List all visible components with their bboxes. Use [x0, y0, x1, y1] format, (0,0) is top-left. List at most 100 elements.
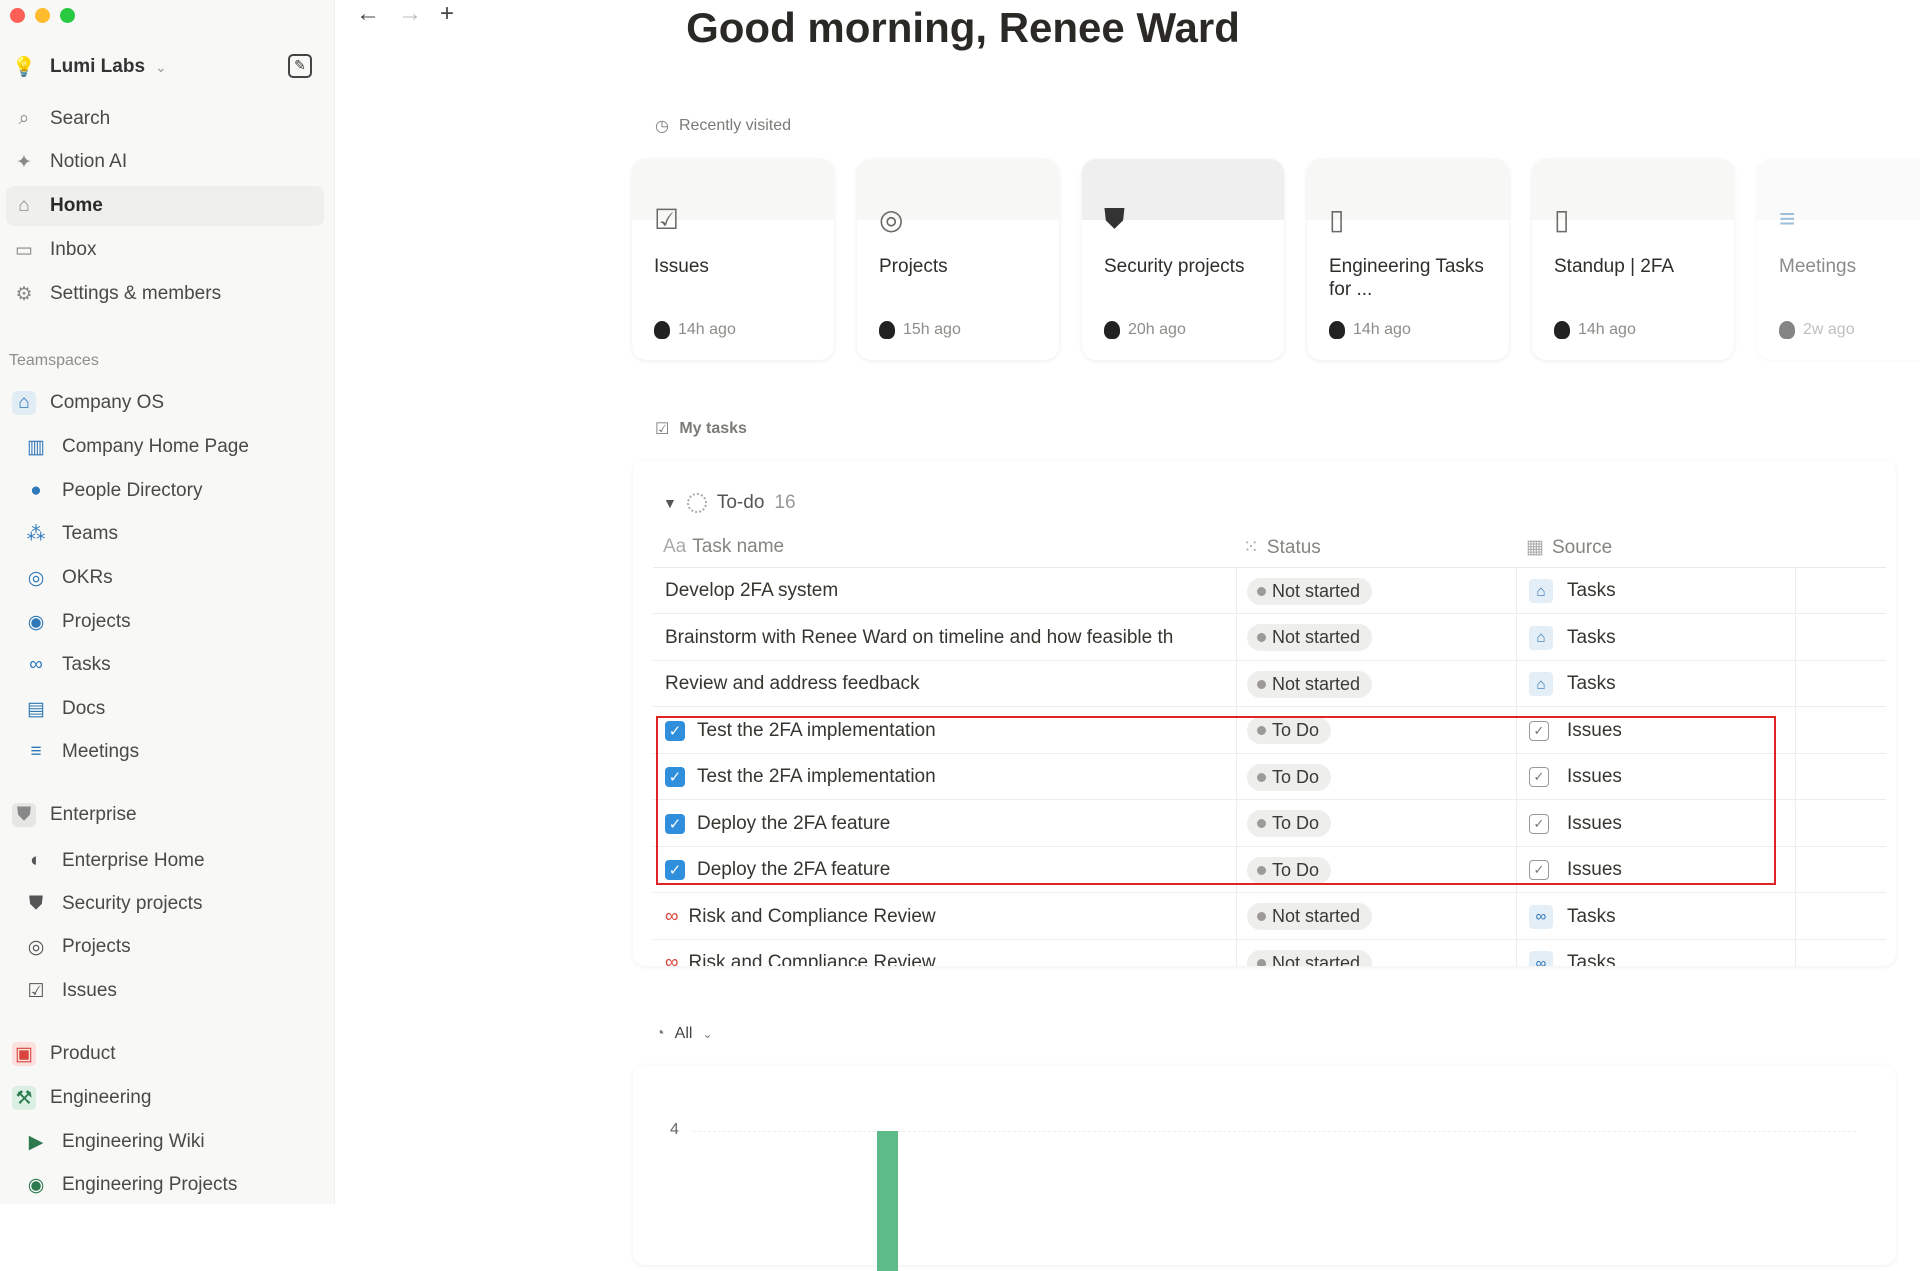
page-title: Good morning, Renee Ward — [686, 4, 1240, 51]
sidebar-item-company-home-page[interactable]: ▥ Company Home Page — [6, 427, 324, 467]
table-row[interactable]: Brainstorm with Renee Ward on timeline a… — [653, 614, 1886, 661]
card-title: Projects — [879, 256, 948, 277]
table-row[interactable]: ✓ Test the 2FA implementation To Do ✓ Issues — [653, 707, 1886, 754]
sidebar-item-engineering-wiki[interactable]: ▶ Engineering Wiki — [6, 1122, 324, 1162]
projects-icon: ◉ — [27, 611, 45, 633]
status-dot-icon — [1257, 772, 1266, 782]
task-name-cell[interactable]: Review and address feedback — [665, 673, 920, 694]
sidebar-item-engineering[interactable]: ⚒ Engineering — [6, 1078, 324, 1118]
task-name-cell[interactable]: ∞ Risk and Compliance Review — [665, 940, 1233, 966]
clipboard-icon: ▣ — [12, 1042, 36, 1066]
sidebar-item-enterprise[interactable]: ⛊ Enterprise — [6, 795, 324, 835]
status-cell[interactable]: To Do — [1236, 754, 1516, 800]
back-arrow-icon[interactable]: ← — [356, 0, 380, 27]
table-row[interactable]: ✓ Deploy the 2FA feature To Do ✓ Issues — [653, 800, 1886, 847]
status-cell[interactable]: To Do — [1236, 707, 1516, 754]
sidebar-item-people-directory[interactable]: ● People Directory — [6, 471, 324, 511]
checkbox-checked-icon[interactable]: ✓ — [665, 767, 685, 787]
sidebar-item-projects[interactable]: ◉ Projects — [6, 602, 324, 642]
task-name-cell[interactable]: ∞ Risk and Compliance Review — [665, 905, 936, 927]
source-cell[interactable]: ∞ Tasks — [1516, 893, 1796, 940]
status-cell[interactable]: Not started — [1236, 614, 1516, 661]
sidebar-item-company-os[interactable]: ⌂ Company OS — [6, 383, 324, 423]
table-row[interactable]: Review and address feedback Not started ⌂ T… — [653, 661, 1886, 707]
status-circle-icon — [686, 493, 707, 513]
maximize-window-button[interactable] — [60, 8, 75, 23]
source-cell[interactable]: ✓ Issues — [1516, 847, 1796, 893]
recent-card[interactable]: ▯ Standup | 2FA 14h ago — [1532, 159, 1734, 360]
close-window-button[interactable] — [10, 8, 25, 23]
house-icon: ⌂ — [1529, 579, 1553, 603]
sidebar-item-okrs[interactable]: ◎ OKRs — [6, 558, 324, 598]
sidebar-item-product[interactable]: ▣ Product — [6, 1034, 324, 1074]
sidebar-item-enterprise-home[interactable]: ◐ Enterprise Home — [6, 841, 324, 881]
status-cell[interactable]: Not started — [1236, 661, 1516, 707]
people-icon: ⁂ — [26, 523, 46, 545]
status-cell[interactable]: Not started — [1236, 568, 1516, 614]
source-cell[interactable]: ✓ Issues — [1516, 800, 1796, 847]
sidebar-item-settings-members[interactable]: ⚙ Settings & members — [6, 274, 324, 314]
table-header: Aa Task name ⁙ Status ▦ Source — [653, 526, 1886, 568]
clock-icon: ◷ — [655, 118, 669, 135]
task-name-cell[interactable]: ✓ Test the 2FA implementation — [665, 708, 1233, 754]
source-cell[interactable]: ✓ Issues — [1516, 707, 1796, 754]
sidebar-item-engineering-projects[interactable]: ◉ Engineering Projects — [6, 1165, 324, 1205]
table-row[interactable]: ✓ Deploy the 2FA feature To Do ✓ Issues — [653, 847, 1886, 893]
checkbox-icon: ☑ — [655, 421, 670, 438]
sidebar-item-meetings[interactable]: ≡ Meetings — [6, 732, 324, 772]
status-cell[interactable]: Not started — [1236, 940, 1516, 966]
sidebar-item-teams[interactable]: ⁂ Teams — [6, 514, 324, 554]
source-cell[interactable]: ∞ Tasks — [1516, 940, 1796, 966]
source-cell[interactable]: ⌂ Tasks — [1516, 568, 1796, 614]
new-tab-plus-icon[interactable]: + — [440, 0, 455, 27]
sidebar-item-search[interactable]: ⌕ Search — [6, 99, 324, 139]
task-name-cell[interactable]: ✓ Test the 2FA implementation — [665, 754, 1233, 800]
column-task-name[interactable]: Aa Task name — [663, 536, 785, 557]
minimize-window-button[interactable] — [35, 8, 50, 23]
table-row[interactable]: ∞ Risk and Compliance Review Not started ∞ T… — [653, 893, 1886, 940]
recent-card[interactable]: ◎ Projects 15h ago — [857, 159, 1059, 360]
sidebar-item-projects[interactable]: ◎ Projects — [6, 927, 324, 967]
sidebar-item-inbox[interactable]: ▭ Inbox — [6, 230, 324, 270]
table-row[interactable]: Develop 2FA system Not started ⌂ Tasks — [653, 568, 1886, 614]
table-row[interactable]: ∞ Risk and Compliance Review Not started ∞ T… — [653, 940, 1886, 966]
forward-arrow-icon[interactable]: → — [398, 0, 422, 27]
task-name-cell[interactable]: Brainstorm with Renee Ward on timeline a… — [665, 626, 1174, 648]
chart-filter[interactable]: ◔ All ⌄ — [655, 1025, 713, 1042]
checkbox-checked-icon[interactable]: ✓ — [665, 813, 685, 834]
recent-card[interactable]: ☑ Issues 14h ago — [632, 159, 834, 360]
status-cell[interactable]: Not started — [1236, 893, 1516, 940]
status-badge: To Do — [1247, 717, 1332, 744]
sidebar-item-home[interactable]: ⌂ Home — [6, 186, 324, 226]
status-cell[interactable]: To Do — [1236, 800, 1516, 847]
status-cell[interactable]: To Do — [1236, 847, 1516, 893]
card-title: Standup | 2FA — [1554, 256, 1675, 277]
status-dot-icon — [1257, 958, 1266, 966]
recent-card[interactable]: ⛊ Security projects 20h ago — [1082, 159, 1284, 360]
new-page-button[interactable]: ✎ — [288, 54, 312, 78]
triangle-down-icon[interactable]: ▼ — [663, 495, 677, 511]
sidebar-item-docs[interactable]: ▤ Docs — [6, 689, 324, 729]
chart-bar[interactable] — [877, 1131, 898, 1271]
task-name-cell[interactable]: Develop 2FA system — [665, 580, 839, 601]
checkbox-checked-icon[interactable]: ✓ — [665, 720, 685, 741]
task-name-cell[interactable]: ✓ Deploy the 2FA feature — [665, 847, 1233, 893]
task-name-cell[interactable]: ✓ Deploy the 2FA feature — [665, 801, 1233, 847]
sidebar-item-tasks[interactable]: ∞ Tasks — [6, 645, 324, 685]
column-source[interactable]: ▦ Source — [1526, 537, 1613, 558]
source-cell[interactable]: ⌂ Tasks — [1516, 614, 1796, 661]
table-row[interactable]: ✓ Test the 2FA implementation To Do ✓ Issues — [653, 754, 1886, 800]
sidebar-item-notion-ai[interactable]: ✦ Notion AI — [6, 142, 324, 182]
group-todo[interactable]: ▼ To-do 16 — [663, 492, 796, 513]
source-cell[interactable]: ✓ Issues — [1516, 754, 1796, 800]
checkbox-checked-icon[interactable]: ✓ — [665, 860, 685, 880]
sidebar-item-security-projects[interactable]: ⛊ Security projects — [6, 884, 324, 924]
recent-card[interactable]: ▯ Engineering Tasks for ... 14h ago — [1307, 159, 1509, 360]
binoculars-icon: ∞ — [665, 905, 679, 927]
text-type-icon: Aa — [663, 536, 687, 557]
sidebar-item-issues[interactable]: ☑ Issues — [6, 971, 324, 1011]
workspace-switcher[interactable]: 💡 Lumi Labs ⌄ — [12, 56, 167, 78]
source-cell[interactable]: ⌂ Tasks — [1516, 661, 1796, 707]
recent-card[interactable]: ≡ Meetings 2w ago — [1757, 159, 1920, 360]
column-status[interactable]: ⁙ Status — [1243, 537, 1321, 558]
